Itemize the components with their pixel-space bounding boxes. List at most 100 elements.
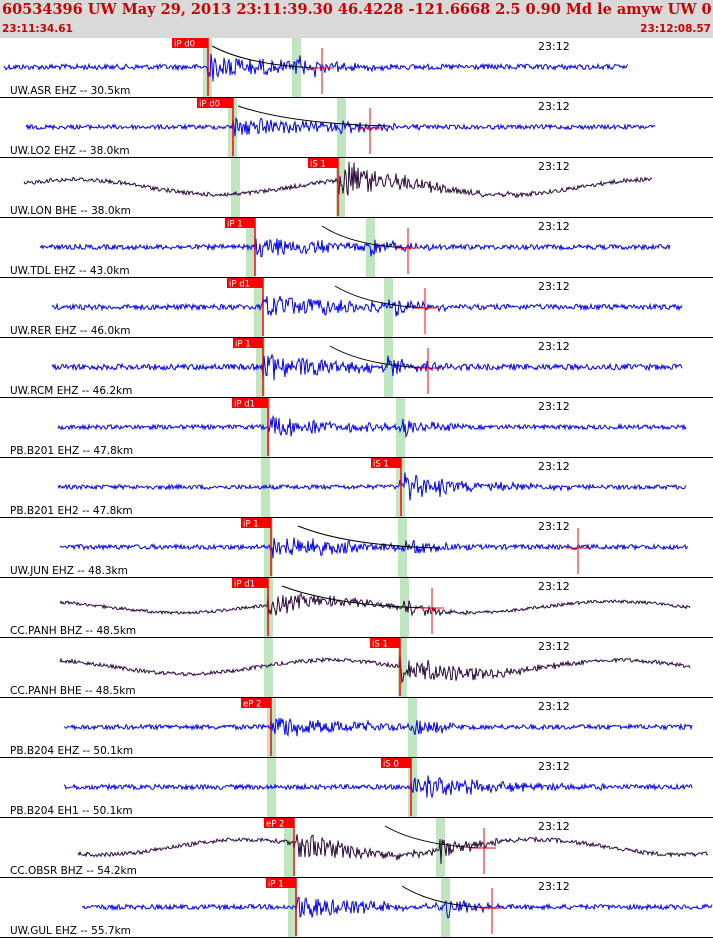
waveform: [39, 238, 671, 258]
pick-label: iP 1: [235, 340, 251, 350]
minute-label: 23:12: [538, 700, 570, 713]
phase-window: [384, 338, 393, 398]
pick-label: iP d1: [234, 580, 255, 590]
minute-label: 23:12: [538, 880, 570, 893]
pick-marker[interactable]: [225, 218, 255, 228]
coda-curve: [321, 225, 411, 249]
minute-label: 23:12: [538, 220, 570, 233]
pick-marker[interactable]: [308, 158, 338, 168]
pick-label: iP d0: [199, 100, 220, 110]
minute-label: 23:12: [538, 580, 570, 593]
waveform: [57, 414, 687, 439]
start-time: 23:11:34.61: [2, 23, 73, 35]
trace-panel: iS 1 23:12 PB.B201 EH2 -- 47.8km: [0, 458, 713, 518]
trace-panel: iP d0 23:12 UW.LO2 EHZ -- 38.0km: [0, 98, 713, 158]
pick-label: iS 0: [383, 760, 399, 770]
minute-label: 23:12: [538, 100, 570, 113]
phase-window: [398, 638, 407, 698]
phase-window: [441, 878, 450, 938]
station-label: PB.B204 EHZ -- 50.1km: [10, 745, 133, 757]
waveform: [59, 653, 691, 684]
pick-marker[interactable]: [266, 878, 296, 888]
station-label: CC.PANH BHZ -- 48.5km: [10, 625, 136, 637]
pick-marker[interactable]: [227, 278, 263, 288]
pick-label: iP d1: [234, 400, 255, 410]
header-bar: 60534396 UW May 29, 2013 23:11:39.30 46.…: [0, 0, 713, 38]
waveform: [25, 116, 656, 137]
pick-label: iS 1: [310, 160, 326, 170]
pick-marker[interactable]: [241, 518, 271, 528]
pick-marker[interactable]: [381, 758, 411, 768]
minute-label: 23:12: [538, 400, 570, 413]
end-time: 23:12:08.57: [640, 23, 711, 35]
waveform: [59, 592, 691, 617]
minute-label: 23:12: [538, 760, 570, 773]
pick-marker[interactable]: [232, 398, 268, 408]
station-label: UW.JUN EHZ -- 48.3km: [10, 565, 128, 577]
station-label: CC.PANH BHE -- 48.5km: [10, 685, 136, 697]
pick-label: iS 1: [373, 460, 389, 470]
station-label: UW.LO2 EHZ -- 38.0km: [10, 145, 130, 157]
minute-label: 23:12: [538, 640, 570, 653]
coda-curve: [237, 105, 391, 127]
trace-panel: iS 1 23:12 CC.PANH BHE -- 48.5km: [0, 638, 713, 698]
pick-label: iS 1: [372, 640, 388, 650]
pick-label: eP 2: [266, 820, 284, 830]
pick-marker[interactable]: [264, 818, 294, 828]
waveform: [51, 353, 683, 381]
minute-label: 23:12: [538, 340, 570, 353]
pick-marker[interactable]: [371, 458, 401, 468]
station-label: UW.GUL EHZ -- 55.7km: [10, 925, 131, 937]
coda-curve: [401, 885, 493, 909]
phase-window: [337, 98, 346, 158]
pick-label: eP 2: [243, 700, 261, 710]
coda-curve: [329, 345, 431, 369]
station-label: PB.B204 EH1 -- 50.1km: [10, 805, 133, 817]
waveform: [59, 537, 689, 559]
coda-curve: [297, 525, 441, 549]
coda-curve: [281, 585, 433, 609]
pick-marker[interactable]: [172, 38, 208, 48]
pick-label: iP 1: [243, 520, 259, 530]
trace-panel: iS 0 23:12 PB.B204 EH1 -- 50.1km: [0, 758, 713, 818]
event-title: 60534396 UW May 29, 2013 23:11:39.30 46.…: [2, 1, 713, 18]
phase-window: [396, 398, 405, 458]
waveform: [77, 834, 709, 865]
waveform: [51, 295, 683, 317]
coda-curve: [211, 45, 321, 69]
coda-curve: [384, 825, 485, 849]
pick-marker[interactable]: [241, 698, 271, 708]
station-label: UW.LON BHE -- 38.0km: [10, 205, 131, 217]
phase-window: [254, 278, 263, 338]
pick-marker[interactable]: [233, 338, 263, 348]
waveform: [63, 717, 693, 738]
pick-marker[interactable]: [370, 638, 400, 648]
minute-label: 23:12: [538, 460, 570, 473]
waveform: [63, 775, 693, 799]
minute-label: 23:12: [538, 160, 570, 173]
waveform: [81, 896, 713, 919]
phase-window: [264, 638, 273, 698]
trace-panel: eP 2 23:12 CC.OBSR BHZ -- 54.2km: [0, 818, 713, 878]
pick-marker[interactable]: [197, 98, 233, 108]
station-label: UW.RCM EHZ -- 46.2km: [10, 385, 132, 397]
trace-panel: iP 1 23:12 UW.GUL EHZ -- 55.7km: [0, 878, 713, 938]
minute-label: 23:12: [538, 280, 570, 293]
pick-label: iP 1: [268, 880, 284, 890]
pick-marker[interactable]: [232, 578, 268, 588]
station-label: PB.B201 EHZ -- 47.8km: [10, 445, 133, 457]
coda-curve: [334, 285, 431, 309]
minute-label: 23:12: [538, 40, 570, 53]
minute-label: 23:12: [538, 820, 570, 833]
pick-label: iP d1: [229, 280, 250, 290]
trace-panel: iS 1 23:12 UW.LON BHE -- 38.0km: [0, 158, 713, 218]
trace-panel: iP d1 23:12 PB.B201 EHZ -- 47.8km: [0, 398, 713, 458]
phase-window: [264, 518, 273, 578]
trace-panel: iP 1 23:12 UW.TDL EHZ -- 43.0km: [0, 218, 713, 278]
phase-window: [231, 158, 240, 218]
station-label: UW.ASR EHZ -- 30.5km: [10, 85, 130, 97]
phase-window: [408, 758, 417, 818]
trace-panel: iP 1 23:12 UW.JUN EHZ -- 48.3km: [0, 518, 713, 578]
station-label: PB.B201 EH2 -- 47.8km: [10, 505, 133, 517]
minute-label: 23:12: [538, 520, 570, 533]
